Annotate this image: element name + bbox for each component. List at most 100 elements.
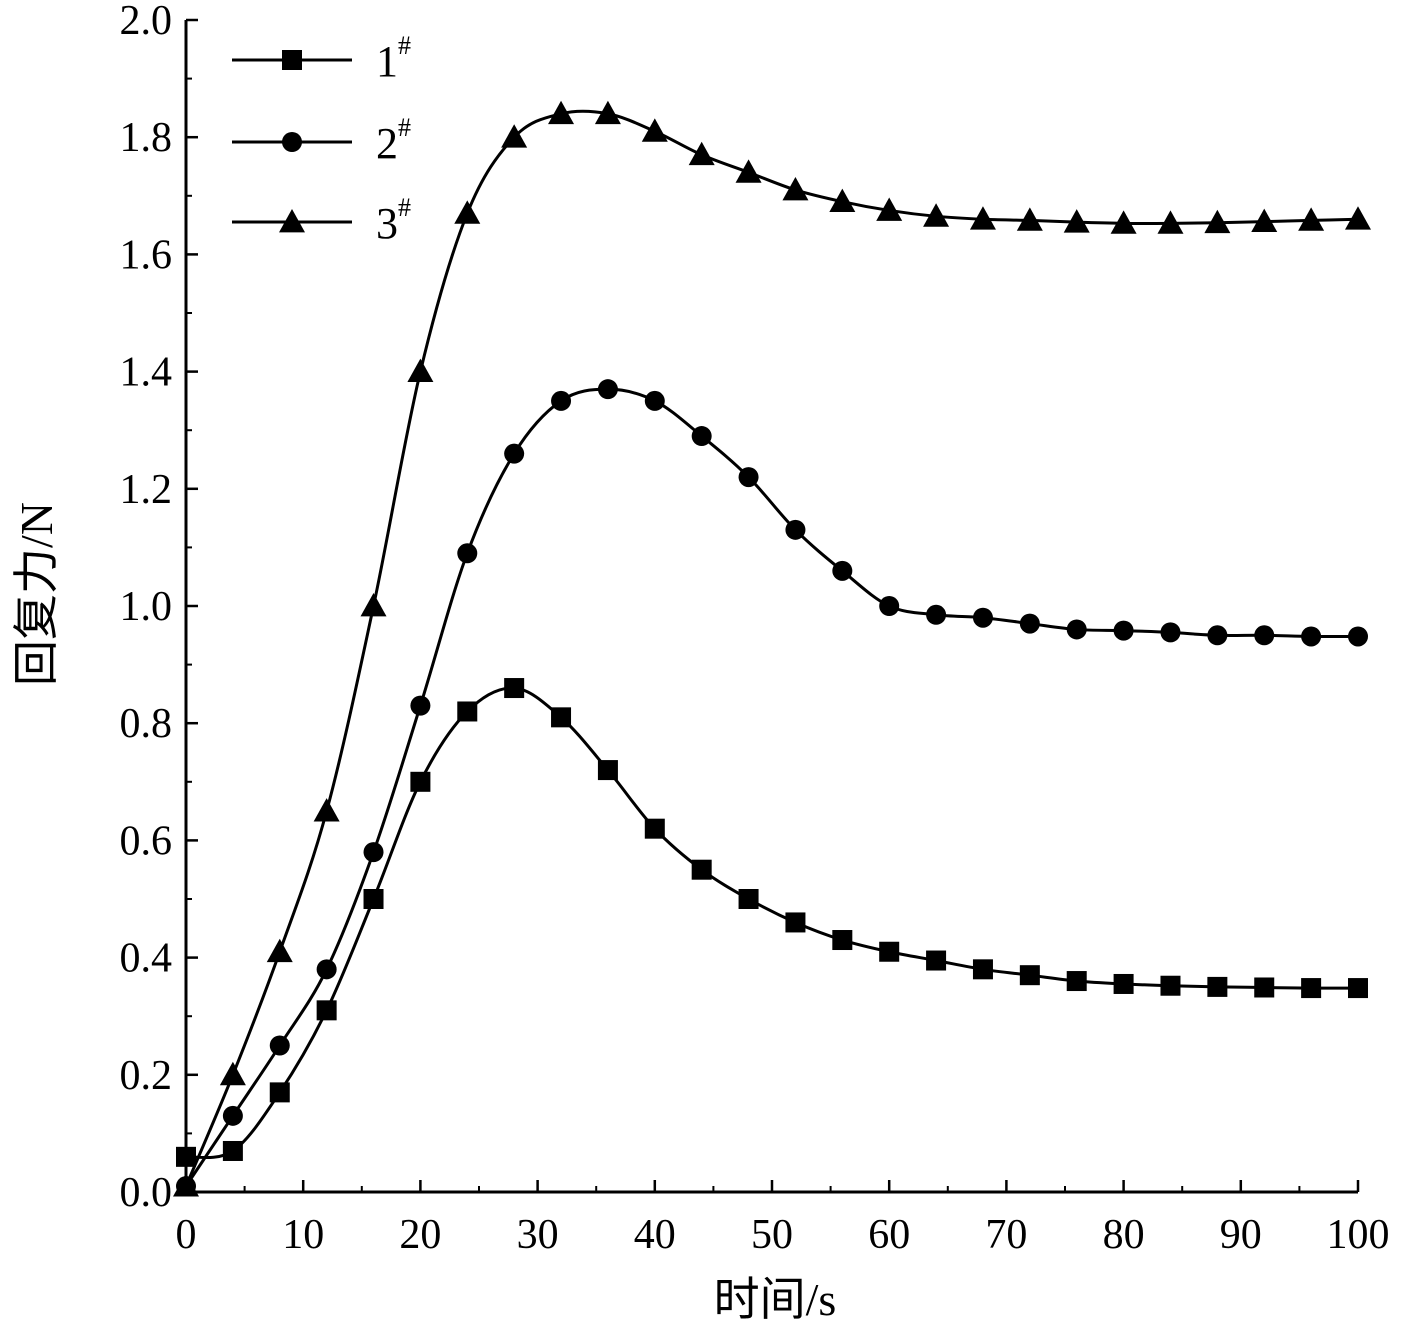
y-tick-label: 1.6 [120,232,173,278]
data-point [972,959,993,980]
y-axis-label: 回复力/N [11,502,62,686]
data-point [1019,965,1040,986]
data-point [1066,971,1087,992]
data-point [1348,626,1368,647]
data-point [923,203,950,227]
data-point [457,701,478,722]
x-tick-label: 90 [1220,1212,1262,1258]
data-point [457,543,478,564]
data-point [1345,206,1371,230]
legend-label: 2# [376,113,411,168]
data-point [176,1146,196,1167]
data-point [641,118,668,142]
data-point [926,950,947,971]
axes: 0 10 20 30 40 50 60 70 80 90 100 0.0 0.2 0.4 0.6 0.8 1.0… [120,0,1390,1258]
data-point [644,390,665,411]
data-point [594,100,621,125]
legend-marker [282,132,302,152]
data-point [551,390,572,411]
data-point [1110,210,1137,234]
data-point [1160,975,1181,996]
data-point [316,1000,337,1021]
legend: 1# 2# 3# [232,31,411,248]
series-line [184,387,1359,1187]
data-point [407,358,434,382]
legend-label: 1# [376,31,411,86]
y-tick-label: 0.4 [120,936,173,982]
y-tick-label: 1.4 [120,350,173,396]
series-line [185,686,1359,1160]
x-tick-label: 70 [985,1212,1027,1258]
x-tick-label: 100 [1327,1212,1390,1258]
y-tick-label: 2.0 [120,0,173,44]
data-point [1254,977,1275,998]
series-3-triangle [173,100,1371,1197]
data-point [1160,622,1181,643]
series-line [184,109,1359,1187]
data-point [504,678,525,699]
data-point [1254,625,1275,646]
data-point [1113,973,1134,994]
data-point [1113,620,1134,641]
y-tick-label: 0.0 [120,1170,173,1216]
legend-label: 3# [376,193,411,248]
data-point [454,200,481,224]
data-point [316,959,337,980]
data-point [832,930,853,951]
data-point [1019,613,1040,634]
x-tick-label: 20 [399,1212,441,1258]
data-point [691,859,712,880]
data-point [173,1173,199,1197]
data-point [1063,209,1090,233]
x-tick-label: 80 [1103,1212,1145,1258]
data-point [363,842,384,863]
legend-item: 1# [232,31,411,86]
data-point [782,176,809,201]
data-point [222,1140,243,1161]
data-point [410,695,431,716]
legend-marker [279,209,305,233]
data-point [501,124,528,148]
data-point [410,771,431,792]
legend-marker [282,50,302,70]
y-tick-label: 1.8 [120,115,173,161]
data-point [597,760,618,781]
x-tick-label: 30 [517,1212,559,1258]
data-point [269,1035,290,1056]
series-2-circle [176,379,1368,1197]
legend-superscript: # [398,193,411,222]
data-point [738,889,759,909]
data-point [1348,978,1368,999]
data-point [785,912,806,933]
data-point [597,379,618,400]
legend-superscript: # [398,31,411,60]
x-tick-label: 50 [751,1212,793,1258]
x-tick-label: 10 [282,1212,324,1258]
data-point [1207,625,1228,646]
x-tick-label: 40 [634,1212,676,1258]
y-tick-label: 0.6 [120,818,173,864]
legend-item: 2# [232,113,411,168]
data-point [969,206,996,230]
data-point [313,798,340,822]
data-point [832,560,853,581]
data-point [1207,976,1228,997]
data-point [1301,978,1322,999]
data-point [879,596,900,616]
y-tick-label: 1.0 [120,584,173,630]
y-tick-label: 0.8 [120,701,173,747]
data-point [688,141,715,166]
data-point [926,604,947,625]
data-point [644,818,665,839]
y-tick-label: 1.2 [120,467,173,513]
data-point [269,1082,290,1103]
x-axis-label: 时间/s [714,1274,837,1325]
data-point [1016,207,1043,231]
data-point [876,197,903,221]
data-point [1301,626,1322,647]
data-point [548,100,575,125]
data-point [360,593,387,617]
data-point [972,607,993,628]
